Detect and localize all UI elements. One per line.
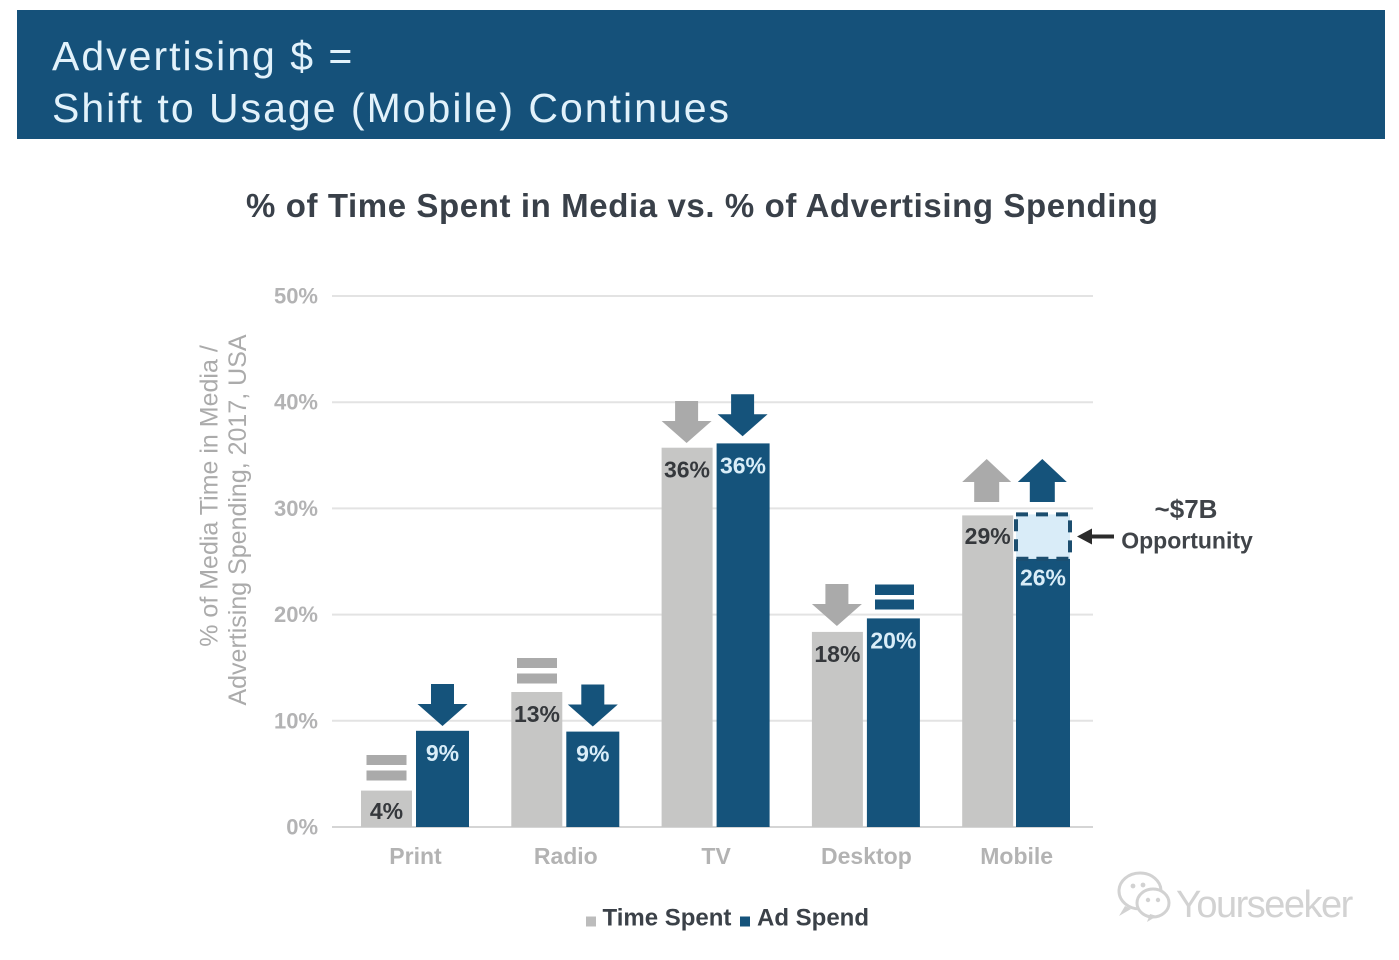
- svg-text:0%: 0%: [286, 815, 318, 840]
- svg-text:Mobile: Mobile: [980, 843, 1053, 869]
- svg-text:Desktop: Desktop: [821, 843, 912, 869]
- svg-text:26%: 26%: [1020, 565, 1066, 591]
- svg-text:29%: 29%: [965, 523, 1011, 549]
- svg-text:30%: 30%: [274, 496, 318, 521]
- svg-text:Ad Spend: Ad Spend: [757, 905, 869, 932]
- svg-text:Print: Print: [389, 843, 442, 869]
- svg-text:% of Time Spent in Media vs. %: % of Time Spent in Media vs. % of Advert…: [246, 187, 1159, 224]
- svg-text:20%: 20%: [870, 627, 916, 653]
- svg-text:% of Media Time in Media /: % of Media Time in Media /: [196, 345, 224, 647]
- svg-text:Radio: Radio: [534, 843, 598, 869]
- svg-text:40%: 40%: [274, 390, 318, 415]
- svg-text:9%: 9%: [426, 740, 459, 766]
- svg-text:Opportunity: Opportunity: [1121, 528, 1253, 554]
- svg-text:50%: 50%: [274, 284, 318, 309]
- svg-text:~$7B: ~$7B: [1155, 494, 1218, 524]
- svg-text:10%: 10%: [274, 708, 318, 733]
- svg-text:13%: 13%: [514, 701, 560, 727]
- svg-text:36%: 36%: [720, 452, 766, 478]
- svg-text:Yourseeker: Yourseeker: [1176, 884, 1354, 926]
- svg-text:20%: 20%: [274, 602, 318, 627]
- svg-text:9%: 9%: [576, 741, 609, 767]
- svg-text:Time Spent: Time Spent: [603, 905, 732, 932]
- svg-text:TV: TV: [701, 843, 731, 869]
- svg-text:18%: 18%: [814, 641, 860, 667]
- svg-text:4%: 4%: [370, 798, 403, 824]
- svg-text:36%: 36%: [664, 457, 710, 483]
- svg-text:Advertising Spending, 2017, US: Advertising Spending, 2017, USA: [224, 334, 252, 705]
